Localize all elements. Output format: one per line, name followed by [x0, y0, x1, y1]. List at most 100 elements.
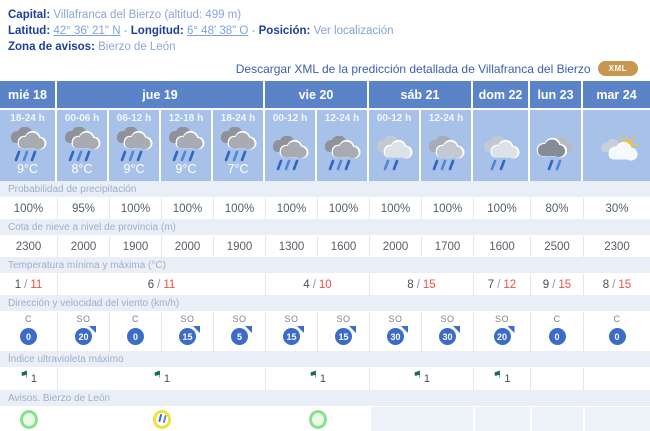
forecast-cell: 12-24 h — [317, 110, 369, 181]
temp-min: 8 — [407, 278, 414, 291]
wind-direction: SO — [494, 314, 509, 324]
aviso-cell — [473, 407, 530, 431]
forecast-cell: 18-24 h 7°C — [213, 110, 265, 181]
day-header: lun 23 — [530, 81, 583, 110]
temp-min: 9 — [542, 278, 550, 291]
temp-max: 10 — [318, 278, 332, 291]
uv-flag-icon: ⚑ — [152, 370, 162, 381]
xml-download-row: Descargar XML de la predicción detallada… — [0, 55, 650, 81]
precip-value: 30% — [583, 198, 650, 219]
period-label: 06-12 h — [116, 113, 152, 124]
wind-arrow-icon — [89, 326, 96, 333]
weather-icon-sun_cloud — [594, 126, 640, 181]
forecast-cell — [530, 110, 583, 181]
wind-speed-badge: 0 — [127, 328, 144, 345]
wind-speed-badge: 0 — [548, 328, 566, 345]
weather-icon-rain_dark — [111, 126, 157, 162]
aviso-cell — [583, 407, 650, 431]
xml-download-link[interactable]: Descargar XML de la predicción detallada… — [235, 61, 591, 76]
temp-max: 11 — [163, 278, 176, 291]
weather-icon-rain_light — [478, 126, 524, 181]
precip-value: 100% — [0, 198, 57, 219]
latitud-label: Latitud: — [8, 25, 51, 37]
info-line-coords: Latitud: 42° 36' 21" N - Longitud: 6° 48… — [8, 23, 650, 39]
wind-direction: C — [553, 314, 561, 324]
capital-label: Capital: — [8, 9, 51, 21]
wind-arrow-icon — [507, 326, 515, 333]
wind-speed-badge: 0 — [608, 328, 626, 345]
forecast-cell: 00-12 h — [265, 110, 317, 181]
precip-value: 100% — [473, 198, 530, 219]
temp-max: 15 — [558, 278, 572, 291]
wind-speed-badge: 15 — [283, 326, 304, 345]
temp-max: 12 — [503, 278, 517, 291]
precip-value: 100% — [317, 198, 369, 219]
precip-value: 100% — [421, 198, 473, 219]
wind-arrow-icon — [193, 326, 200, 333]
wind-speed-badge: 0 — [20, 328, 37, 345]
capital-value: Villafranca del Bierzo (altitud: 499 m) — [53, 9, 242, 21]
day-header: jue 19 — [57, 81, 265, 110]
wind-arrow-icon — [297, 326, 304, 333]
zona-avisos-value: Bierzo de León — [98, 41, 176, 53]
forecast-cell: 00-06 h 8°C — [57, 110, 109, 181]
row-label: Dirección y velocidad del viento (km/h) — [0, 295, 650, 312]
weather-icon-rain_dark — [163, 126, 209, 162]
temp-min-max: 4/10 — [265, 274, 369, 295]
forecast-cell: 12-18 h 9°C — [161, 110, 213, 181]
row-label: Avisos. Bierzo de León — [0, 390, 650, 407]
temp-min-max: 9/15 — [530, 274, 583, 295]
wind-arrow-icon — [401, 326, 408, 333]
uv-flag-icon: ⚑ — [493, 370, 503, 381]
snow-level-value: 1300 — [265, 236, 317, 257]
snow-level-value: 1900 — [109, 236, 161, 257]
row-label: Probabilidad de precipitación — [0, 181, 650, 198]
snow-level-value: 1700 — [421, 236, 473, 257]
wind-direction: C — [613, 314, 621, 324]
wind-cell: SO 30 — [421, 312, 473, 351]
wind-cell: SO 15 — [161, 312, 213, 351]
uv-flag-icon: ⚑ — [19, 370, 29, 381]
forecast-cell: 18-24 h 9°C — [0, 110, 57, 181]
aviso-green-indicator — [19, 409, 38, 429]
weather-icon-rain_dark2 — [533, 126, 579, 181]
temp-min-max: 6/11 — [57, 274, 265, 295]
weather-icon-rain_light — [371, 126, 417, 181]
separator: - — [251, 25, 256, 37]
latitud-link[interactable]: 42° 36' 21" N — [53, 25, 121, 37]
uv-flag-icon: ⚑ — [412, 370, 422, 381]
snow-level-value: 2300 — [0, 236, 57, 257]
precip-value: 100% — [213, 198, 265, 219]
temp-value: 9°C — [175, 162, 197, 176]
period-label: 18-24 h — [10, 113, 45, 124]
wind-direction: SO — [388, 314, 403, 324]
temp-min-max: 1/11 — [0, 274, 57, 295]
ver-localizacion-link[interactable]: Ver localización — [313, 25, 394, 37]
info-line-zona: Zona de avisos: Bierzo de León — [8, 39, 650, 55]
longitud-link[interactable]: 6° 48' 38" O — [186, 25, 249, 37]
wind-cell: SO 20 — [473, 312, 530, 351]
precip-value: 80% — [530, 198, 583, 219]
uv-cell — [583, 368, 650, 390]
wind-direction: SO — [440, 314, 455, 324]
wind-arrow-icon — [453, 326, 460, 333]
uv-cell: ⚑ 1 — [57, 368, 265, 390]
forecast-cell: 12-24 h — [421, 110, 473, 181]
temp-value: 9°C — [123, 162, 145, 176]
weather-icon-rain_dark — [215, 126, 261, 162]
precip-value: 100% — [369, 198, 421, 219]
xml-download-button[interactable]: XML — [597, 61, 638, 76]
wind-cell: SO 20 — [57, 312, 109, 351]
snow-level-value: 2300 — [583, 236, 650, 257]
temp-separator: / — [416, 278, 420, 291]
temp-separator: / — [157, 278, 161, 291]
zona-avisos-label: Zona de avisos: — [8, 41, 95, 53]
wind-cell: SO 15 — [265, 312, 317, 351]
temp-min: 7 — [487, 278, 495, 291]
snow-level-value: 1900 — [213, 236, 265, 257]
temp-min-max: 8/15 — [583, 274, 650, 295]
aviso-cell — [0, 407, 57, 431]
